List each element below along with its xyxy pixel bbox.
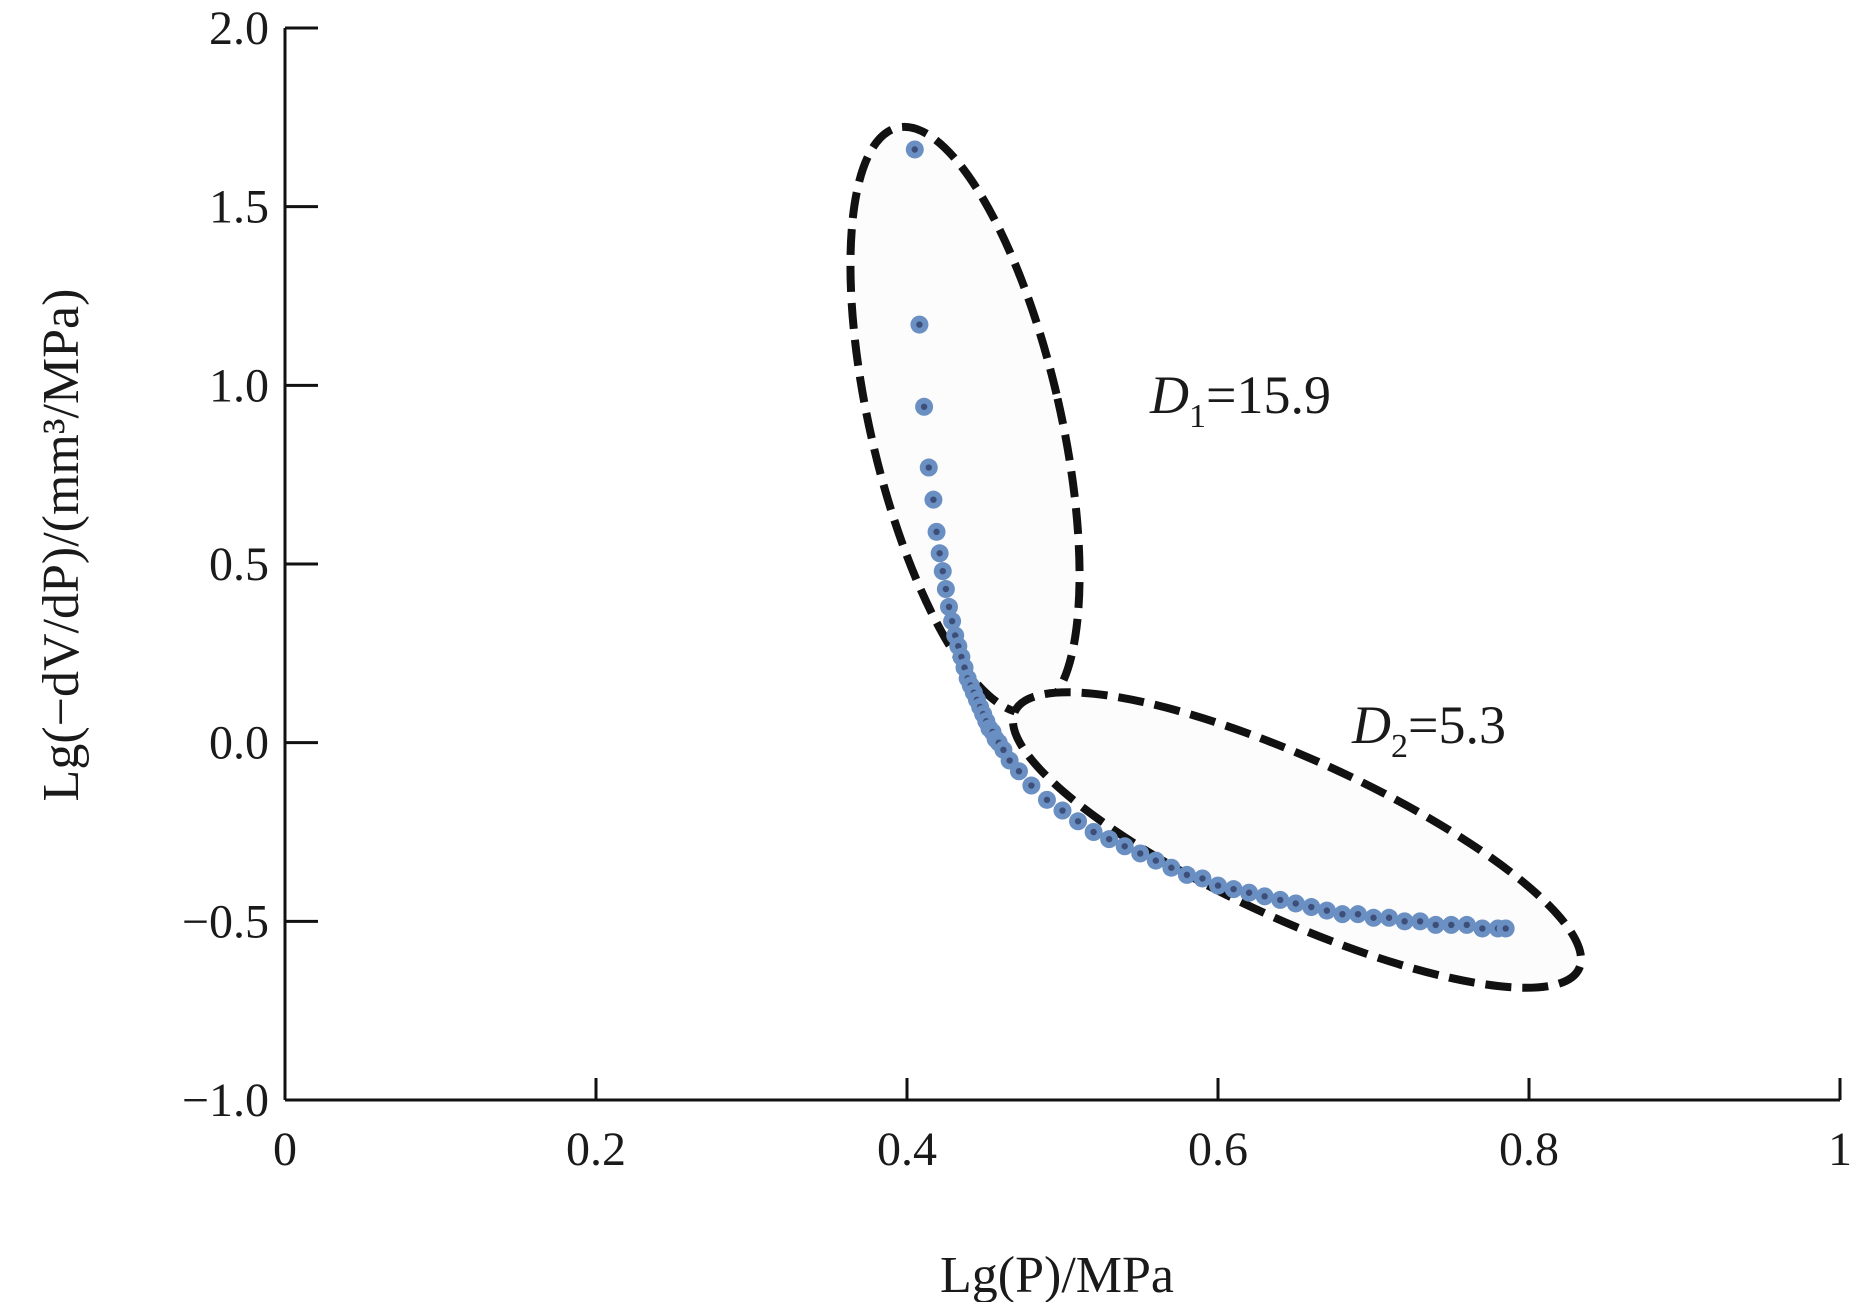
annotation-d2: D2=5.3: [1351, 695, 1506, 765]
data-point: [1271, 890, 1290, 909]
x-tick-label: 1: [1828, 1123, 1852, 1176]
data-point: [1302, 898, 1321, 917]
y-tick-label: 2.0: [209, 2, 269, 55]
x-tick-label: 0.4: [877, 1123, 937, 1176]
data-point: [1131, 844, 1150, 863]
data-point: [905, 140, 924, 159]
data-point: [1348, 905, 1367, 924]
data-point: [1022, 776, 1041, 795]
y-axis-title: Lg(−dV/dP)/(mm³/MPa): [33, 289, 90, 802]
y-ticks: −1.0 −0.5 0.0 0.5 1.0 1.5 2.0: [182, 2, 318, 1127]
data-point: [1286, 894, 1305, 913]
x-tick-label: 0.2: [566, 1123, 626, 1176]
data-points: [905, 140, 1515, 938]
data-point: [1442, 915, 1461, 934]
y-tick-label: −1.0: [182, 1074, 269, 1127]
region-ellipse-d1: [846, 122, 1084, 718]
data-point: [930, 544, 949, 563]
data-point: [1009, 762, 1028, 781]
x-axis-title: Lg(P)/MPa: [940, 1247, 1174, 1302]
data-point: [1209, 876, 1227, 895]
data-point: [1193, 869, 1212, 888]
data-point: [1037, 790, 1056, 809]
y-tick-label: 1.0: [209, 359, 269, 412]
data-point: [1053, 801, 1072, 820]
data-point: [1317, 901, 1336, 920]
data-point: [1162, 858, 1181, 877]
y-tick-label: −0.5: [182, 895, 269, 948]
data-point: [1255, 887, 1274, 906]
data-point: [936, 580, 955, 599]
data-point: [910, 315, 929, 334]
x-tick-label: 0.6: [1188, 1123, 1248, 1176]
y-tick-label: 0.5: [209, 538, 269, 591]
x-tick-label: 0: [273, 1123, 297, 1176]
data-point: [1224, 880, 1243, 899]
data-point: [1457, 915, 1476, 934]
data-point: [924, 490, 943, 509]
data-point: [1177, 865, 1196, 884]
data-point: [1115, 837, 1134, 856]
data-point: [1380, 908, 1399, 927]
data-point: [1395, 912, 1414, 931]
region-ellipse-d2: [1008, 688, 1586, 992]
data-point: [919, 458, 938, 477]
data-point: [1333, 905, 1352, 924]
cluster-regions: [846, 122, 1586, 992]
data-point: [1069, 812, 1088, 831]
data-point: [927, 522, 946, 541]
data-point: [1084, 823, 1103, 841]
data-point: [915, 397, 934, 416]
data-point: [939, 597, 958, 616]
data-point: [1364, 908, 1383, 927]
x-tick-label: 0.8: [1499, 1123, 1559, 1176]
data-point: [1146, 851, 1165, 870]
data-point: [1100, 830, 1119, 849]
data-point: [1426, 915, 1445, 934]
y-tick-label: 0.0: [209, 717, 269, 770]
annotation-d1: D1=15.9: [1149, 365, 1331, 435]
x-ticks: 0 0.2 0.4 0.6 0.8 1: [273, 1078, 1852, 1176]
data-point: [933, 562, 952, 581]
data-point: [943, 612, 962, 631]
data-point: [1411, 912, 1430, 931]
data-point: [1240, 883, 1259, 902]
data-point: [1496, 919, 1515, 938]
y-tick-label: 1.5: [209, 181, 269, 234]
data-point: [1473, 919, 1492, 938]
